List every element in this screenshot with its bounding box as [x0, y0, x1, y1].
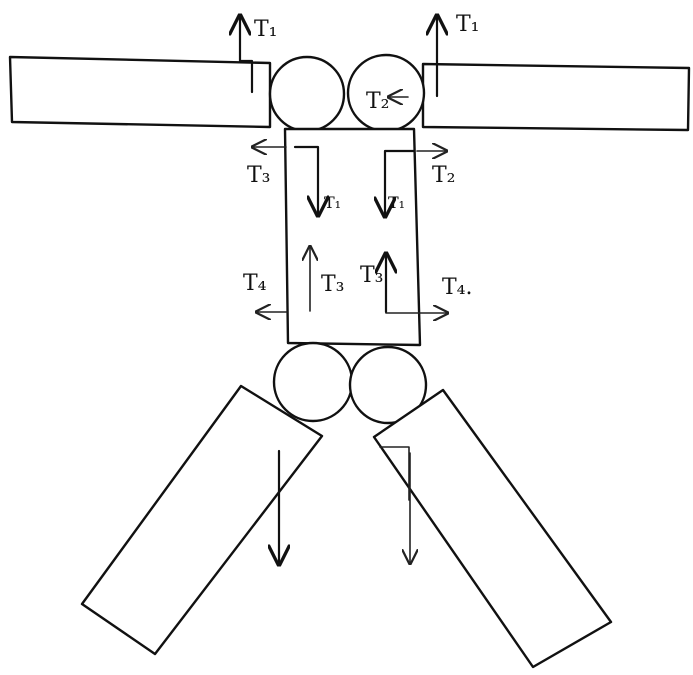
- left-lower-circle: [272, 341, 354, 423]
- t4-left-label: T₄: [243, 271, 267, 296]
- t1-top-right-label: T₁: [456, 12, 480, 37]
- left-upper-circle: [268, 55, 346, 133]
- left-lower-bar: [80, 384, 324, 656]
- left-vertical-upper-arrow: [293, 145, 318, 213]
- right-lower-guide-line: [379, 446, 410, 501]
- t1-top-left-label: T₁: [254, 17, 278, 42]
- t3-left-upper-label: T₃: [247, 163, 271, 188]
- t3-right-lower-label: T₃: [360, 263, 384, 288]
- t4-right-label: T₄.: [442, 275, 473, 300]
- left-upper-bar: [8, 55, 272, 129]
- t2-right-upper-label: T₂: [432, 163, 456, 188]
- t3-left-lower-label: T₃: [321, 272, 345, 297]
- t1-left-upper-label: T₁: [324, 193, 341, 212]
- right-upper-bar: [421, 62, 691, 132]
- right-vertical-upper-arrow: [385, 149, 416, 214]
- left-top-tension-arrow: [240, 18, 254, 94]
- t1-right-upper-label: T₁: [388, 193, 405, 212]
- t2-right-circle-label: T₂: [366, 89, 390, 114]
- right-lower-circle: [348, 345, 428, 425]
- right-lower-bar: [372, 388, 613, 669]
